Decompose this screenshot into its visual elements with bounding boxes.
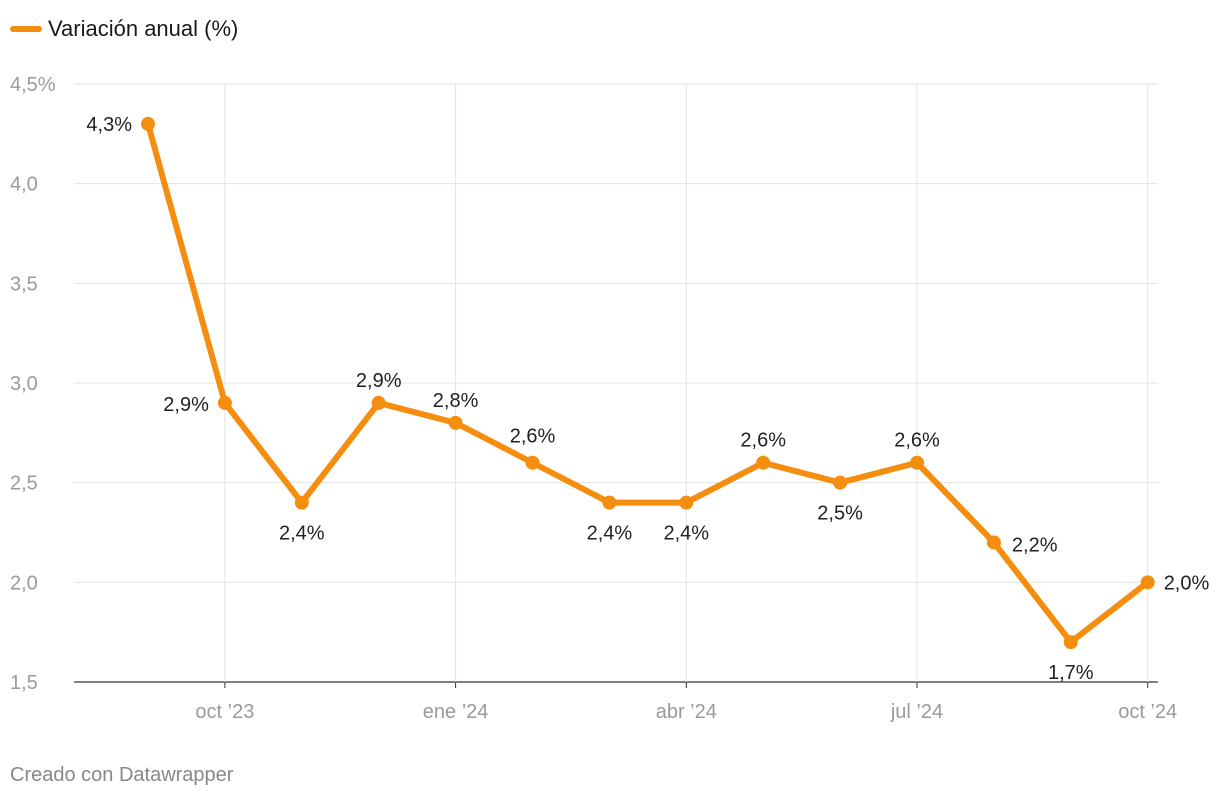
data-point — [986, 535, 1001, 550]
data-label: 2,5% — [817, 503, 863, 525]
data-point — [141, 116, 155, 131]
data-label: 2,4% — [664, 523, 710, 545]
data-point — [756, 455, 771, 470]
data-label: 2,4% — [587, 523, 633, 545]
data-label: 2,8% — [433, 390, 479, 412]
y-tick-label: 1,5 — [10, 672, 38, 694]
data-point — [371, 395, 386, 410]
data-label: 2,2% — [1012, 534, 1058, 556]
x-tick-label: oct ’23 — [195, 701, 254, 723]
data-point — [525, 455, 540, 470]
data-point — [910, 455, 924, 470]
legend: Variación anual (%) — [10, 16, 238, 42]
data-label: 1,7% — [1048, 662, 1094, 684]
x-tick-label: abr ’24 — [656, 701, 717, 723]
data-label: 2,4% — [279, 523, 325, 545]
data-point — [602, 495, 617, 510]
y-tick-label: 3,0 — [10, 373, 38, 395]
footer-credit: Creado con Datawrapper — [10, 764, 234, 786]
data-point — [1063, 635, 1078, 650]
data-point — [448, 415, 463, 430]
x-tick-label: jul ’24 — [890, 701, 943, 723]
y-tick-label: 4,5% — [10, 74, 56, 96]
legend-swatch — [10, 26, 42, 32]
x-tick-label: oct ’24 — [1118, 701, 1177, 723]
data-point — [679, 495, 694, 510]
data-point — [217, 395, 232, 410]
data-point — [833, 475, 848, 490]
data-point — [294, 495, 309, 510]
y-tick-label: 2,0 — [10, 572, 38, 594]
data-label: 2,9% — [356, 370, 402, 392]
series-line — [145, 120, 1151, 646]
x-tick-label: ene ’24 — [423, 701, 489, 723]
data-point — [1140, 575, 1155, 590]
data-label: 2,0% — [1164, 572, 1210, 594]
data-label: 2,6% — [740, 430, 786, 452]
y-tick-label: 2,5 — [10, 473, 38, 495]
y-tick-label: 4,0 — [10, 174, 38, 196]
data-label: 4,3% — [86, 114, 132, 136]
data-label: 2,9% — [163, 394, 209, 416]
data-label: 2,6% — [510, 426, 556, 448]
legend-label: Variación anual (%) — [48, 16, 239, 41]
data-label: 2,6% — [894, 430, 940, 452]
y-tick-label: 3,5 — [10, 273, 38, 295]
